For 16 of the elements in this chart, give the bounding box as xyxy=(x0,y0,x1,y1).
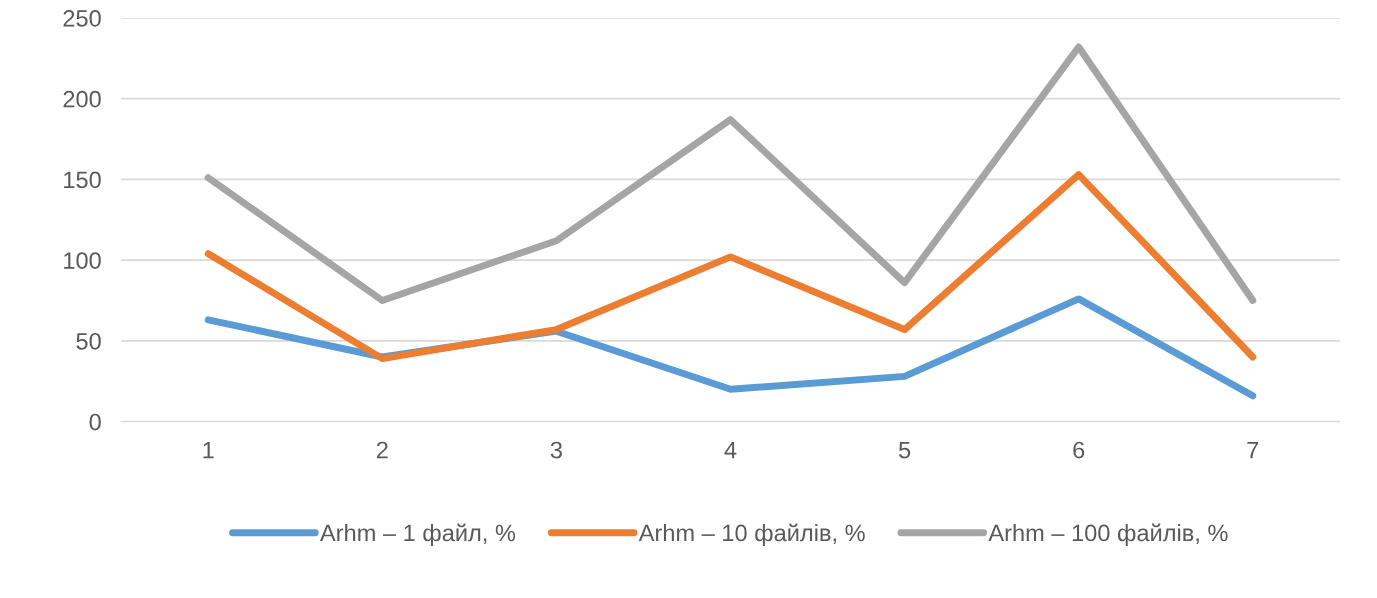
legend-label: Arhm – 100 файлів, % xyxy=(988,523,1228,546)
y-tick-label: 200 xyxy=(63,90,101,108)
x-tick-label: 7 xyxy=(1247,441,1259,459)
x-tick-label: 2 xyxy=(376,441,388,459)
x-tick-label: 1 xyxy=(203,441,214,459)
y-tick-label: 150 xyxy=(64,171,101,189)
y-tick-label: 100 xyxy=(64,252,101,269)
y-tick-label: 250 xyxy=(63,10,101,27)
y-tick-label: 50 xyxy=(76,332,101,350)
x-tick-label: 6 xyxy=(1073,441,1085,459)
legend-label: Arhm – 1 файл, % xyxy=(319,523,516,546)
legend-label: Arhm – 10 файлів, % xyxy=(638,523,865,546)
x-tick-label: 5 xyxy=(898,441,911,459)
y-tick-label: 0 xyxy=(89,413,101,431)
x-tick-label: 3 xyxy=(550,441,562,459)
x-tick-label: 4 xyxy=(724,441,737,459)
